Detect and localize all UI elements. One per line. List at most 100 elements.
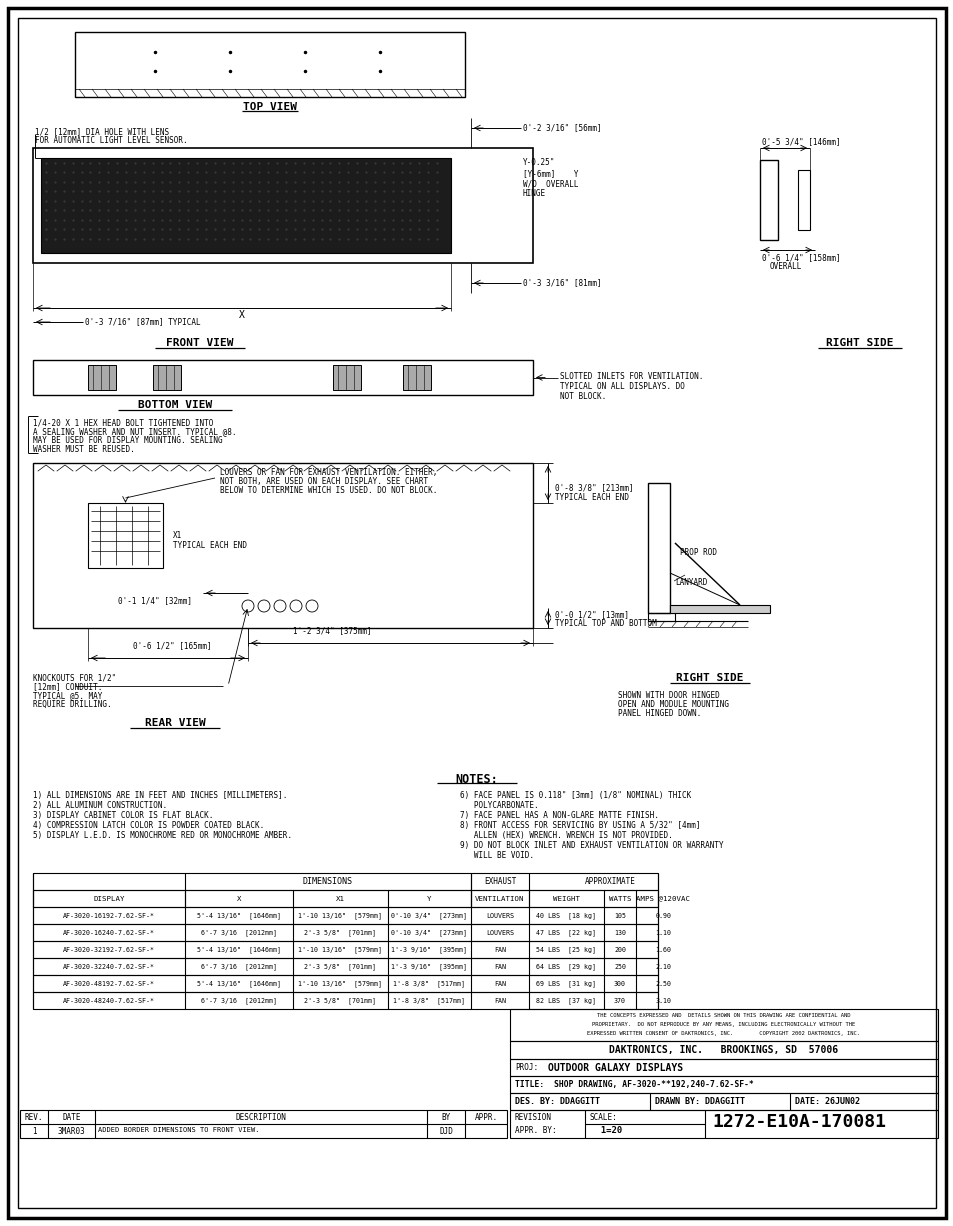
Text: 3.10: 3.10	[655, 998, 671, 1004]
Text: SLOTTED INLETS FOR VENTILATION.: SLOTTED INLETS FOR VENTILATION.	[559, 371, 702, 380]
Text: WILL BE VOID.: WILL BE VOID.	[459, 851, 534, 859]
Bar	[669, 604, 769, 613]
Text: 4) COMPRESSION LATCH COLOR IS POWDER COATED BLACK.: 4) COMPRESSION LATCH COLOR IS POWDER COA…	[33, 821, 264, 830]
Text: TYPICAL ON ALL DISPLAYS. DO: TYPICAL ON ALL DISPLAYS. DO	[559, 381, 684, 391]
Text: 0.90: 0.90	[655, 912, 671, 918]
Text: 1'-8 3/8"  [517mm]: 1'-8 3/8" [517mm]	[393, 980, 465, 987]
Text: LOUVERS: LOUVERS	[485, 912, 514, 918]
Bar	[33, 873, 658, 890]
Bar	[647, 613, 675, 622]
Text: 6'-7 3/16  [2012mm]: 6'-7 3/16 [2012mm]	[201, 929, 276, 935]
Text: WATTS: WATTS	[608, 895, 631, 901]
Text: 1.10: 1.10	[655, 929, 671, 935]
Text: TYPICAL EACH END: TYPICAL EACH END	[172, 541, 247, 549]
Bar	[402, 365, 431, 390]
Text: NOT BOTH, ARE USED ON EACH DISPLAY. SEE CHART: NOT BOTH, ARE USED ON EACH DISPLAY. SEE …	[220, 477, 428, 485]
Text: REV.: REV.	[25, 1113, 43, 1122]
Text: AF-3020-16240-7.62-SF-*: AF-3020-16240-7.62-SF-*	[63, 929, 154, 935]
Text: FOR AUTOMATIC LIGHT LEVEL SENSOR.: FOR AUTOMATIC LIGHT LEVEL SENSOR.	[35, 136, 188, 145]
Text: HINGE: HINGE	[522, 189, 545, 199]
Text: OPEN AND MODULE MOUNTING: OPEN AND MODULE MOUNTING	[618, 700, 728, 709]
Text: FAN: FAN	[494, 981, 505, 987]
Bar	[41, 158, 451, 253]
Text: 0'-0 1/2" [13mm]: 0'-0 1/2" [13mm]	[555, 611, 628, 619]
Text: SHOWN WITH DOOR HINGED: SHOWN WITH DOOR HINGED	[618, 691, 719, 700]
Text: X1: X1	[172, 531, 182, 539]
Text: 3MAR03: 3MAR03	[57, 1127, 85, 1137]
Text: 54 LBS  [25 kg]: 54 LBS [25 kg]	[536, 946, 596, 953]
Text: A SEALING WASHER AND NUT INSERT. TYPICAL @8.: A SEALING WASHER AND NUT INSERT. TYPICAL…	[33, 427, 236, 436]
Text: [12mm] CONDUIT.: [12mm] CONDUIT.	[33, 682, 102, 691]
Text: REVISION: REVISION	[515, 1113, 552, 1122]
Text: AMPS @120VAC: AMPS @120VAC	[636, 895, 690, 901]
Bar	[33, 907, 658, 924]
Text: FRONT VIEW: FRONT VIEW	[166, 338, 233, 348]
Text: 0'-10 3/4"  [273mm]: 0'-10 3/4" [273mm]	[391, 912, 467, 918]
Text: APPROXIMATE: APPROXIMATE	[584, 877, 635, 886]
Text: DATE: DATE	[62, 1113, 81, 1122]
Text: 0'-6 1/2" [165mm]: 0'-6 1/2" [165mm]	[132, 641, 212, 650]
Text: FAN: FAN	[494, 946, 505, 953]
Text: 40 LBS  [18 kg]: 40 LBS [18 kg]	[536, 912, 596, 918]
Text: [Y-6mm]    Y: [Y-6mm] Y	[522, 169, 578, 178]
Text: 105: 105	[614, 912, 625, 918]
Text: 0'-8 3/8" [213mm]: 0'-8 3/8" [213mm]	[555, 483, 633, 492]
Text: DISPLAY: DISPLAY	[93, 895, 125, 901]
Text: REAR VIEW: REAR VIEW	[145, 718, 205, 728]
Text: X: X	[239, 310, 245, 320]
Text: 1: 1	[31, 1127, 36, 1137]
Bar	[33, 360, 533, 395]
Text: 1'-10 13/16"  [579mm]: 1'-10 13/16" [579mm]	[298, 946, 382, 953]
Text: NOT BLOCK.: NOT BLOCK.	[559, 391, 605, 401]
Text: RIGHT SIDE: RIGHT SIDE	[676, 673, 743, 683]
Text: 7) FACE PANEL HAS A NON-GLARE MATTE FINISH.: 7) FACE PANEL HAS A NON-GLARE MATTE FINI…	[459, 812, 659, 820]
Text: 2'-3 5/8"  [701mm]: 2'-3 5/8" [701mm]	[304, 929, 376, 935]
Text: 1272-E10A-170081: 1272-E10A-170081	[711, 1113, 885, 1132]
Text: DJD: DJD	[438, 1127, 453, 1137]
Text: AF-3020-32192-7.62-SF-*: AF-3020-32192-7.62-SF-*	[63, 946, 154, 953]
Bar	[760, 161, 778, 240]
Bar	[510, 1094, 937, 1110]
Text: 64 LBS  [29 kg]: 64 LBS [29 kg]	[536, 964, 596, 970]
Text: PANEL HINGED DOWN.: PANEL HINGED DOWN.	[618, 709, 700, 718]
Text: WEIGHT: WEIGHT	[553, 895, 579, 901]
Text: 1'-3 9/16"  [395mm]: 1'-3 9/16" [395mm]	[391, 946, 467, 953]
Bar	[33, 975, 658, 992]
Text: 1) ALL DIMENSIONS ARE IN FEET AND INCHES [MILLIMETERS].: 1) ALL DIMENSIONS ARE IN FEET AND INCHES…	[33, 791, 287, 801]
Bar	[33, 148, 533, 264]
Text: LANYARD: LANYARD	[675, 577, 706, 587]
Text: 82 LBS  [37 kg]: 82 LBS [37 kg]	[536, 997, 596, 1004]
Text: KNOCKOUTS FOR 1/2": KNOCKOUTS FOR 1/2"	[33, 673, 116, 682]
Text: 2) ALL ALUMINUM CONSTRUCTION.: 2) ALL ALUMINUM CONSTRUCTION.	[33, 801, 167, 810]
Text: TYPICAL EACH END: TYPICAL EACH END	[555, 493, 628, 501]
Text: 69 LBS  [31 kg]: 69 LBS [31 kg]	[536, 980, 596, 987]
Text: NOTES:: NOTES:	[456, 774, 497, 786]
Text: 1'-8 3/8"  [517mm]: 1'-8 3/8" [517mm]	[393, 997, 465, 1004]
Text: 5'-4 13/16"  [1646mm]: 5'-4 13/16" [1646mm]	[196, 946, 281, 953]
Text: 300: 300	[614, 981, 625, 987]
Text: 1/4-20 X 1 HEX HEAD BOLT TIGHTENED INTO: 1/4-20 X 1 HEX HEAD BOLT TIGHTENED INTO	[33, 418, 213, 427]
Text: BOTTOM VIEW: BOTTOM VIEW	[138, 400, 212, 409]
Text: 9) DO NOT BLOCK INLET AND EXHAUST VENTILATION OR WARRANTY: 9) DO NOT BLOCK INLET AND EXHAUST VENTIL…	[459, 841, 723, 850]
Text: DAKTRONICS, INC.   BROOKINGS, SD  57006: DAKTRONICS, INC. BROOKINGS, SD 57006	[609, 1045, 838, 1056]
Text: 1'-10 13/16"  [579mm]: 1'-10 13/16" [579mm]	[298, 980, 382, 987]
Text: DIMENSIONS: DIMENSIONS	[303, 877, 353, 886]
Text: PROPRIETARY.  DO NOT REPRODUCE BY ANY MEANS, INCLUDING ELECTRONICALLY WITHOUT TH: PROPRIETARY. DO NOT REPRODUCE BY ANY MEA…	[592, 1022, 855, 1027]
Text: MAY BE USED FOR DISPLAY MOUNTING. SEALING: MAY BE USED FOR DISPLAY MOUNTING. SEALIN…	[33, 436, 222, 445]
Text: 5'-4 13/16"  [1646mm]: 5'-4 13/16" [1646mm]	[196, 912, 281, 918]
Text: APPR.: APPR.	[474, 1113, 497, 1122]
Text: TOP VIEW: TOP VIEW	[243, 102, 296, 112]
Text: 6'-7 3/16  [2012mm]: 6'-7 3/16 [2012mm]	[201, 964, 276, 970]
Text: 2.50: 2.50	[655, 981, 671, 987]
Text: 2.10: 2.10	[655, 964, 671, 970]
Text: PROP ROD: PROP ROD	[679, 548, 717, 557]
Text: 1'-10 13/16"  [579mm]: 1'-10 13/16" [579mm]	[298, 912, 382, 918]
Bar	[33, 890, 658, 907]
Bar	[33, 924, 658, 942]
Bar	[510, 1110, 937, 1138]
Text: ADDED BORDER DIMENSIONS TO FRONT VIEW.: ADDED BORDER DIMENSIONS TO FRONT VIEW.	[98, 1127, 259, 1133]
Bar	[152, 365, 181, 390]
Text: DRAWN BY: DDAGGITT: DRAWN BY: DDAGGITT	[655, 1097, 744, 1106]
Bar	[88, 365, 116, 390]
Text: Y: Y	[427, 895, 432, 901]
